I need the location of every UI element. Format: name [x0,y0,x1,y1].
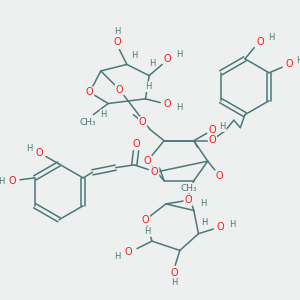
Text: H: H [200,199,206,208]
Text: H: H [0,177,4,186]
Text: O: O [142,215,149,225]
Text: H: H [114,252,121,261]
Text: O: O [286,59,293,69]
Text: O: O [36,148,43,158]
Text: H: H [114,27,121,36]
Text: O: O [164,99,172,110]
Text: O: O [257,37,265,47]
Text: O: O [208,125,216,136]
Text: O: O [170,268,178,278]
Text: H: H [144,227,151,236]
Text: H: H [145,82,152,91]
Text: O: O [215,171,223,181]
Text: O: O [184,195,192,205]
Text: O: O [9,176,16,186]
Text: O: O [116,85,123,94]
Text: H: H [149,59,155,68]
Text: O: O [164,54,172,64]
Text: O: O [139,117,146,127]
Text: H: H [201,218,207,227]
Text: H: H [219,122,226,131]
Text: H: H [176,103,182,112]
Text: O: O [217,222,225,232]
Text: H: H [26,144,32,153]
Text: CH₃: CH₃ [80,118,96,127]
Text: O: O [143,156,151,166]
Text: CH₃: CH₃ [181,184,197,193]
Text: H: H [131,51,137,60]
Text: O: O [208,135,216,145]
Text: H: H [171,278,178,286]
Text: O: O [132,140,140,149]
Text: H: H [100,110,107,119]
Text: O: O [125,247,133,257]
Text: H: H [297,56,300,65]
Text: O: O [86,87,94,97]
Text: O: O [151,167,158,177]
Text: H: H [176,50,182,59]
Text: H: H [229,220,235,229]
Text: O: O [114,37,122,47]
Text: H: H [268,33,274,42]
